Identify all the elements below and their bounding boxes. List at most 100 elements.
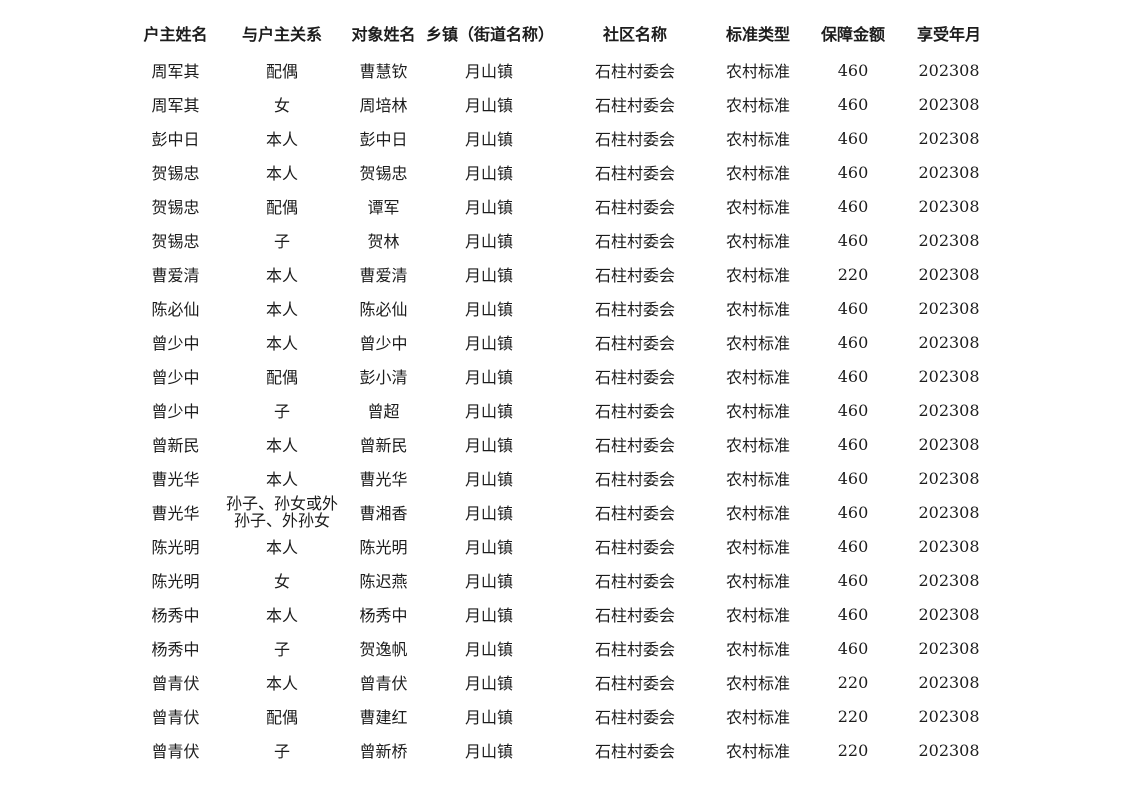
table-cell: 202308 [918,740,980,760]
table-cell: 农村标准 [725,504,790,523]
table-row: 曾少中 子 曾超 月山镇 石柱村委会 农村标准 460 202308 [128,393,990,427]
table-cell: 月山镇 [464,198,513,217]
table-cell: 陈光明 [151,572,200,591]
table-cell: 460 [837,94,869,114]
table-cell: 石柱村委会 [594,334,675,353]
table-cell: 农村标准 [725,368,790,387]
table-cell: 石柱村委会 [594,674,675,693]
table-cell: 460 [837,502,869,522]
table-row: 曾新民 本人 曾新民 月山镇 石柱村委会 农村标准 460 202308 [128,427,990,461]
table-row: 周军其 配偶 曹慧钦 月山镇 石柱村委会 农村标准 460 202308 [128,52,990,88]
table-cell: 贺锡忠 [151,232,200,251]
table-cell: 202308 [918,94,980,114]
table-cell: 460 [837,332,869,352]
table-cell: 石柱村委会 [594,640,675,659]
table-cell: 石柱村委会 [594,232,675,251]
table-cell: 农村标准 [725,436,790,455]
table-cell: 曾新民 [151,436,200,455]
table-cell: 460 [837,196,869,216]
table-cell: 202308 [918,434,980,454]
table-cell: 农村标准 [725,538,790,557]
table-cell: 石柱村委会 [594,436,675,455]
table-cell: 月山镇 [464,572,513,591]
table-cell: 彭小清 [359,368,408,387]
table-cell: 202308 [918,502,980,522]
table-cell: 石柱村委会 [594,164,675,183]
table-row: 贺锡忠 本人 贺锡忠 月山镇 石柱村委会 农村标准 460 202308 [128,155,990,189]
table-cell: 月山镇 [464,96,513,115]
table-cell: 农村标准 [725,674,790,693]
table-cell: 202308 [918,604,980,624]
table-row: 曾少中 本人 曾少中 月山镇 石柱村委会 农村标准 460 202308 [128,325,990,359]
table-cell: 配偶 [265,62,298,81]
table-cell: 本人 [265,674,298,693]
table-cell: 460 [837,604,869,624]
subsidy-records-table: 户主姓名 与户主关系 对象姓名 乡镇（街道名称） 社区名称 标准类型 保障金额 享受年月 周军… [128,16,990,767]
table-cell: 农村标准 [725,606,790,625]
table-cell: 202308 [918,536,980,556]
table-cell: 月山镇 [464,606,513,625]
table-cell: 子 [273,232,290,251]
table-cell: 石柱村委会 [594,266,675,285]
table-cell: 周培林 [359,96,408,115]
table-cell: 月山镇 [464,130,513,149]
table-cell: 月山镇 [464,232,513,251]
table-cell: 女 [273,96,290,115]
table-cell: 曾青伏 [151,742,200,761]
table-cell: 460 [837,230,869,250]
table-cell: 220 [837,672,869,692]
table-cell: 月山镇 [464,538,513,557]
table-row: 周军其 女 周培林 月山镇 石柱村委会 农村标准 460 202308 [128,87,990,121]
table-cell: 石柱村委会 [594,470,675,489]
table-cell: 女 [273,572,290,591]
table-cell: 石柱村委会 [594,402,675,421]
table-cell: 220 [837,740,869,760]
table-cell: 陈光明 [359,538,408,557]
table-cell: 谭军 [367,198,400,217]
table-cell: 月山镇 [464,266,513,285]
table-row: 彭中日 本人 彭中日 月山镇 石柱村委会 农村标准 460 202308 [128,121,990,155]
table-cell: 202308 [918,638,980,658]
table-cell: 孙子、孙女或外孙子、外孙女 [225,494,338,530]
table-cell: 曾少中 [151,368,200,387]
table-cell: 配偶 [265,708,298,727]
table-cell: 202308 [918,366,980,386]
table-cell: 石柱村委会 [594,572,675,591]
table-cell: 石柱村委会 [594,504,675,523]
table-cell: 本人 [265,436,298,455]
table-cell: 石柱村委会 [594,538,675,557]
table-cell: 农村标准 [725,130,790,149]
table-cell: 彭中日 [359,130,408,149]
table-cell: 月山镇 [464,742,513,761]
table-cell: 220 [837,706,869,726]
table-cell: 460 [837,128,869,148]
table-cell: 月山镇 [464,470,513,489]
table-cell: 曹光华 [151,504,200,523]
column-header: 与户主关系 [241,25,322,44]
table-cell: 460 [837,162,869,182]
table-cell: 杨秀中 [359,606,408,625]
table-cell: 曾少中 [151,334,200,353]
table-cell: 农村标准 [725,334,790,353]
table-cell: 陈必仙 [151,300,200,319]
table-cell: 202308 [918,162,980,182]
table-cell: 460 [837,638,869,658]
table-cell: 202308 [918,706,980,726]
table-cell: 农村标准 [725,402,790,421]
table-cell: 农村标准 [725,300,790,319]
table-cell: 配偶 [265,368,298,387]
table-body: 周军其 配偶 曹慧钦 月山镇 石柱村委会 农村标准 460 202308 周军其女周培林 月山镇石… [128,52,990,768]
column-header: 享受年月 [916,25,981,44]
table-cell: 202308 [918,230,980,250]
table-cell: 子 [273,402,290,421]
table-cell: 月山镇 [464,300,513,319]
table-cell: 贺锡忠 [151,164,200,183]
table-cell: 彭中日 [151,130,200,149]
table-row: 陈光明 本人 陈光明 月山镇 石柱村委会 农村标准 460 202308 [128,529,990,563]
table-cell: 贺锡忠 [151,198,200,217]
table-cell: 曾少中 [359,334,408,353]
table-cell: 本人 [265,266,298,285]
table-cell: 贺逸帆 [359,640,408,659]
table-row: 杨秀中 本人 杨秀中 月山镇 石柱村委会 农村标准 460 202308 [128,597,990,631]
table-cell: 月山镇 [464,368,513,387]
